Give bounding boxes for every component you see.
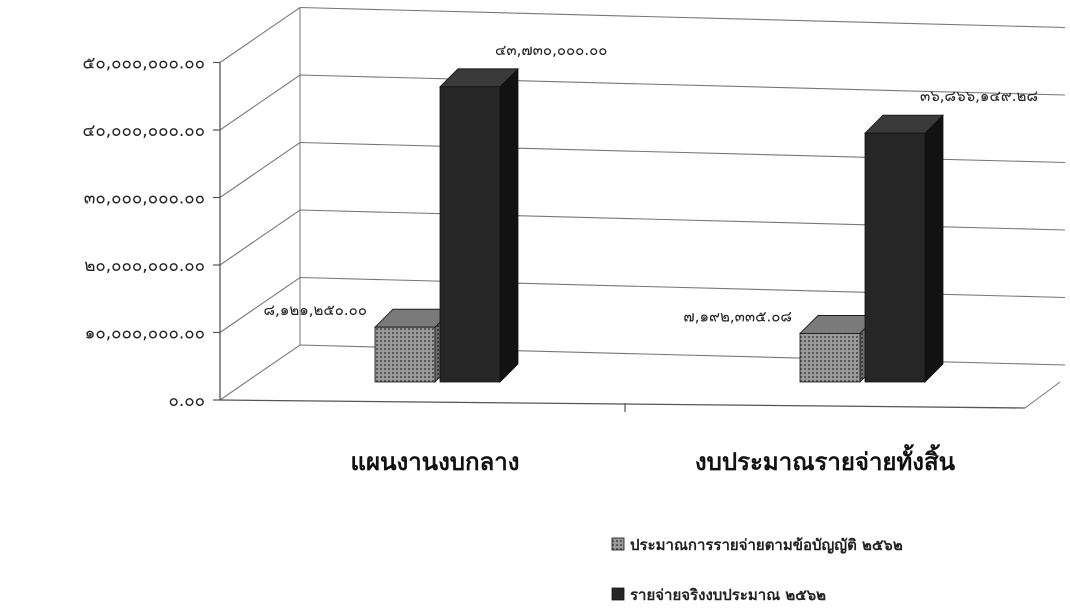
legend-label: รายจ่ายจริงงบประมาณ ๒๕๖๒ [630,586,826,604]
y-tick-label: ๔๐,๐๐๐,๐๐๐.๐๐ [83,121,205,141]
x-category-label: แผนงานงบกลาง [351,448,520,476]
data-label: ๓๖,๘๖๖,๑๔๙.๒๘ [920,87,1038,105]
axes: ๐.๐๐ ๑๐,๐๐๐,๐๐๐.๐๐ ๒๐,๐๐๐,๐๐๐.๐๐ ๓๐,๐๐๐,๐๐๐… [83,54,1061,412]
legend-label: ประมาณการรายจ่ายตามข้อบัญญัติ ๒๕๖๒ [630,536,903,554]
y-tick-label: ๒๐,๐๐๐,๐๐๐.๐๐ [84,256,205,276]
x-category-label: งบประมาณรายจ่ายทั้งสิ้น [695,443,956,476]
y-tick-label: ๑๐,๐๐๐,๐๐๐.๐๐ [85,324,205,344]
bar [864,114,944,383]
y-tick-label: ๐.๐๐ [168,391,205,411]
legend-swatch [611,537,625,551]
bars [374,67,944,383]
legend-item: รายจ่ายจริงงบประมาณ ๒๕๖๒ [611,586,826,604]
legend: ประมาณการรายจ่ายตามข้อบัญญัติ ๒๕๖๒รายจ่า… [611,536,903,604]
data-label: ๗,๑๙๒,๓๓๕.๐๘ [683,307,792,325]
data-label: ๔๓,๗๓๐,๐๐๐.๐๐ [495,41,607,59]
floor-edge [1024,381,1061,409]
x-axis [219,399,1026,409]
legend-swatch [611,587,625,601]
gridline [219,6,1066,63]
y-tick-label: ๕๐,๐๐๐,๐๐๐.๐๐ [83,54,205,74]
bar [439,67,519,383]
data-label: ๘,๑๒๑,๒๕๐.๐๐ [263,301,367,319]
y-tick-label: ๓๐,๐๐๐,๐๐๐.๐๐ [84,189,205,209]
legend-item: ประมาณการรายจ่ายตามข้อบัญญัติ ๒๕๖๒ [611,536,903,554]
